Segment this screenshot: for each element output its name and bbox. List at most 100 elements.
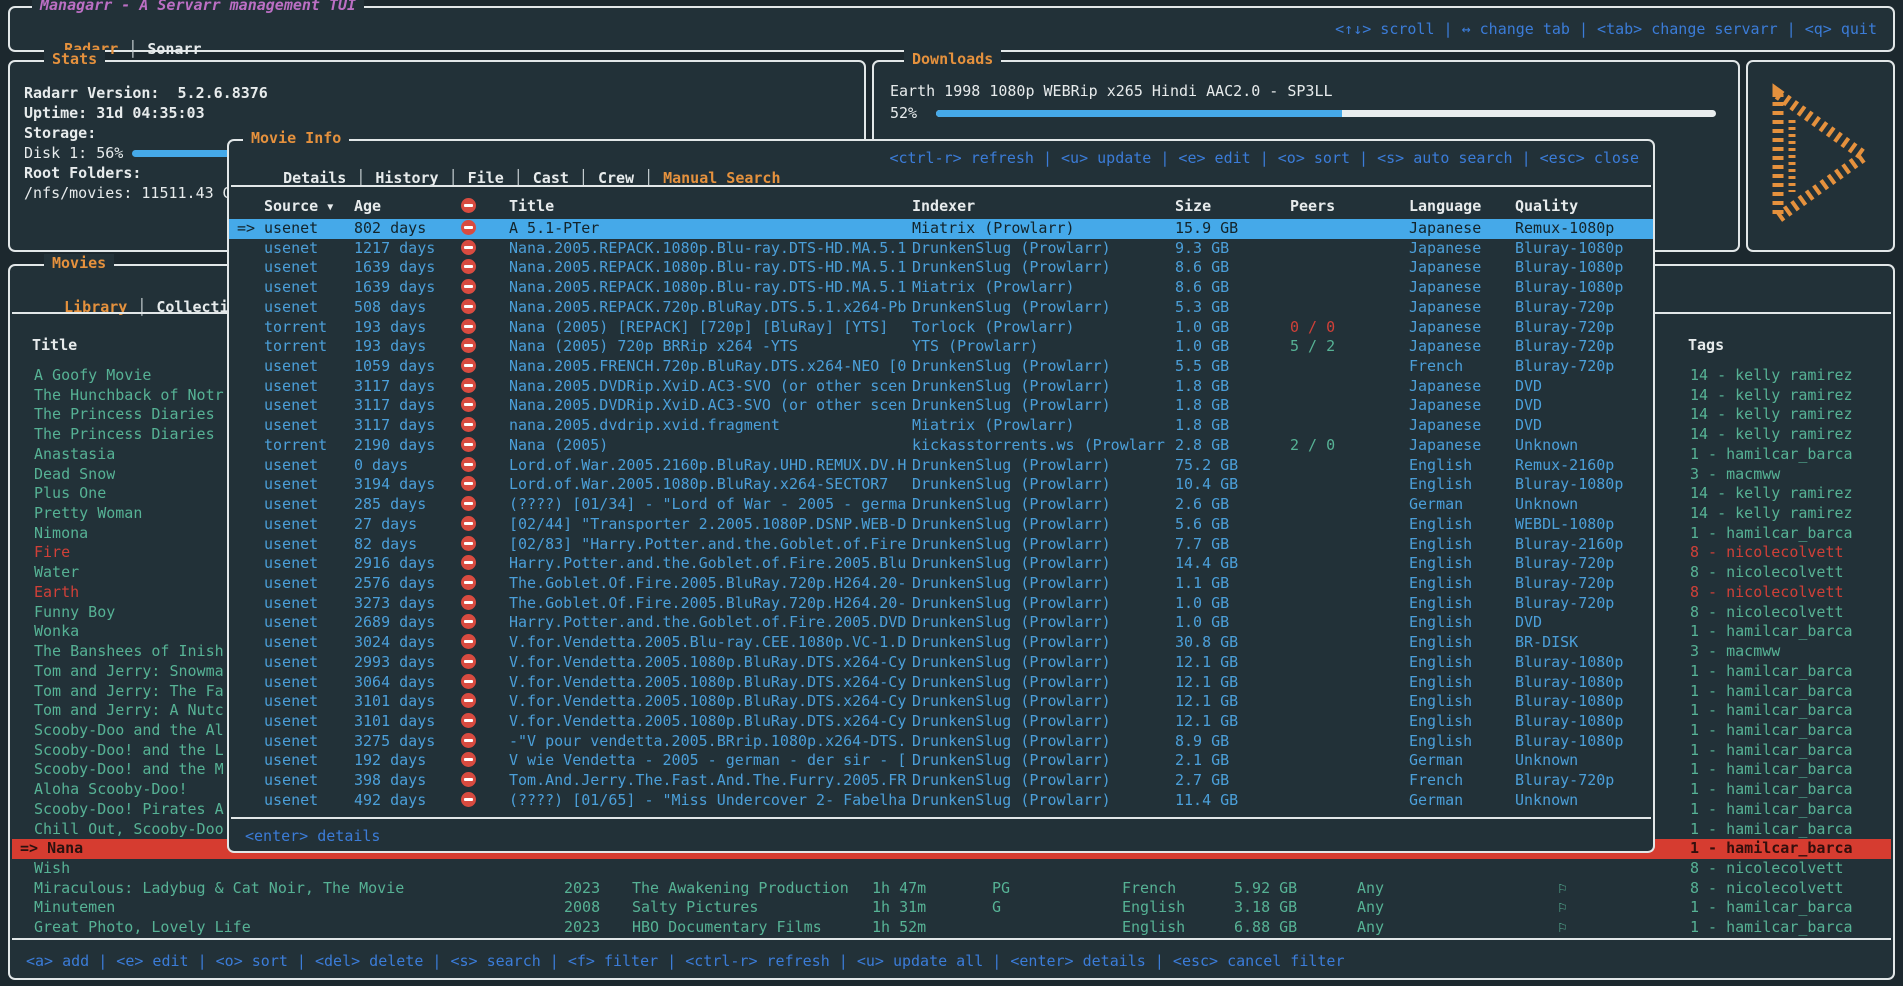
col-indexer[interactable]: Indexer	[912, 197, 976, 215]
movie-row[interactable]: Scooby-Doo! Pirates A 1 - hamilcar_barca	[12, 800, 1891, 820]
search-result-row[interactable]: usenet 3101 days V.for.Vendetta.2005.1080p…	[229, 692, 1653, 712]
search-result-row[interactable]: usenet 1217 days Nana.2005.REPACK.1080p.Bl…	[229, 239, 1653, 259]
col-rejected[interactable]	[461, 197, 509, 217]
indexer-cell: DrunkenSlug (Prowlarr)	[912, 652, 1111, 671]
movie-row[interactable]: Scooby-Doo and the Al 1 - hamilcar_barca	[12, 721, 1891, 741]
movie-row[interactable]: Scooby-Doo! and the M 1 - hamilcar_barca	[12, 760, 1891, 780]
size-cell: 5.3 GB	[1175, 297, 1230, 316]
language-cell: English	[1409, 711, 1473, 730]
source-cell: torrent	[264, 435, 328, 454]
stats-disk-label: Disk 1: 56%	[24, 144, 124, 162]
search-result-row[interactable]: usenet 192 days V wie Vendetta - 2005 - ge…	[229, 751, 1653, 771]
search-result-row[interactable]: usenet 1639 days Nana.2005.REPACK.1080p.Bl…	[229, 278, 1653, 298]
search-result-row[interactable]: usenet 1639 days Nana.2005.REPACK.1080p.Bl…	[229, 258, 1653, 278]
movie-row[interactable]: Scooby-Doo! and the L 1 - hamilcar_barca	[12, 741, 1891, 761]
movie-row[interactable]: Water 8 - nicolecolvett	[12, 563, 1891, 583]
search-result-row[interactable]: usenet 2916 days Harry.Potter.and.the.Gobl…	[229, 554, 1653, 574]
movie-row[interactable]: Dead Snow 3 - macmww	[12, 465, 1891, 485]
movie-title: Dead Snow	[34, 464, 116, 483]
search-result-row[interactable]: usenet 2576 days The.Goblet.Of.Fire.2005.B…	[229, 574, 1653, 594]
movies-tab-library[interactable]: Library	[64, 297, 128, 316]
movie-row[interactable]: The Banshees of Inish 3 - macmww	[12, 642, 1891, 662]
movie-row[interactable]: Tom and Jerry: The Fa 1 - hamilcar_barca	[12, 682, 1891, 702]
download-item[interactable]: Earth 1998 1080p WEBRip x265 Hindi AAC2.…	[890, 82, 1333, 100]
language-cell: French	[1409, 357, 1464, 376]
movie-row[interactable]: Chill Out, Scooby-Doo 1 - hamilcar_barca	[12, 820, 1891, 840]
size-cell: 10.4 GB	[1175, 475, 1239, 494]
tab-file[interactable]: File	[467, 168, 504, 187]
movie-row[interactable]: Tom and Jerry: Snowma 1 - hamilcar_barca	[12, 662, 1891, 682]
search-result-row[interactable]: usenet 285 days (????) [01/34] - "Lord of …	[229, 495, 1653, 515]
search-result-row[interactable]: usenet 3101 days V.for.Vendetta.2005.1080p…	[229, 712, 1653, 732]
search-result-row[interactable]: torrent 193 days Nana (2005) 720p BRRip x2…	[229, 337, 1653, 357]
movie-row[interactable]: The Hunchback of Notr 14 - kelly ramirez	[12, 386, 1891, 406]
movie-row[interactable]: Tom and Jerry: A Nutc 1 - hamilcar_barca	[12, 701, 1891, 721]
movie-row[interactable]: Wish 8 - nicolecolvett	[12, 859, 1891, 879]
col-peers[interactable]: Peers	[1290, 197, 1336, 215]
search-result-row[interactable]: usenet 2689 days Harry.Potter.and.the.Gobl…	[229, 613, 1653, 633]
search-result-row[interactable]: usenet 492 days (????) [01/65] - "Miss Und…	[229, 791, 1653, 811]
search-result-row[interactable]: usenet 3275 days -"V pour vendetta.2005.BR…	[229, 732, 1653, 752]
movie-row[interactable]: Great Photo, Lovely Life 2023 HBO Document…	[12, 918, 1891, 938]
movie-info-tabs-divider	[231, 185, 1651, 187]
col-source[interactable]: Source ▼	[264, 196, 334, 215]
size-cell: 30.8 GB	[1175, 633, 1239, 652]
search-result-row[interactable]: usenet 1059 days Nana.2005.FRENCH.720p.Blu…	[229, 357, 1653, 377]
servarr-tab-sonarr[interactable]: Sonarr	[147, 39, 202, 58]
col-quality[interactable]: Quality	[1515, 197, 1579, 215]
tab-manual-search[interactable]: Manual Search	[663, 168, 781, 187]
col-size[interactable]: Size	[1175, 197, 1212, 215]
search-result-row[interactable]: usenet 2993 days V.for.Vendetta.2005.1080p…	[229, 653, 1653, 673]
movie-row[interactable]: The Princess Diaries 14 - kelly ramirez	[12, 425, 1891, 445]
col-age[interactable]: Age	[354, 197, 382, 215]
movie-tag: 1 - hamilcar_barca	[1690, 799, 1853, 818]
language-cell: German	[1409, 790, 1464, 809]
movie-row[interactable]: Aloha Scooby-Doo! 1 - hamilcar_barca	[12, 780, 1891, 800]
search-result-row[interactable]: usenet 82 days [02/83] "Harry.Potter.and.t…	[229, 535, 1653, 555]
quality-cell: WEBDL-1080p	[1515, 514, 1615, 533]
movie-row[interactable]: Anastasia 1 - hamilcar_barca	[12, 445, 1891, 465]
search-result-row[interactable]: => usenet 802 days A 5.1-PTer Miatrix (Prowl…	[229, 219, 1653, 239]
search-result-row[interactable]: usenet 0 days Lord.of.War.2005.2160p.BluRa…	[229, 456, 1653, 476]
search-result-row[interactable]: usenet 3064 days V.for.Vendetta.2005.1080p…	[229, 673, 1653, 693]
movie-row[interactable]: Miraculous: Ladybug & Cat Noir, The Movi…	[12, 879, 1891, 899]
search-result-row[interactable]: torrent 2190 days Nana (2005) kickasstorren…	[229, 436, 1653, 456]
language-cell: English	[1409, 731, 1473, 750]
tab-history[interactable]: History	[375, 168, 439, 187]
movie-row[interactable]: The Princess Diaries 14 - kelly ramirez	[12, 405, 1891, 425]
search-result-row[interactable]: usenet 3117 days Nana.2005.DVDRip.XviD.AC3…	[229, 377, 1653, 397]
search-result-row[interactable]: usenet 3117 days Nana.2005.DVDRip.XviD.AC3…	[229, 396, 1653, 416]
rejected-cell	[461, 357, 509, 377]
indexer-cell: Torlock (Prowlarr)	[912, 317, 1075, 336]
movie-row[interactable]: A Goofy Movie 14 - kelly ramirez	[12, 366, 1891, 386]
age-cell: 2993 days	[354, 652, 436, 671]
search-result-row[interactable]: usenet 3194 days Lord.of.War.2005.1080p.Bl…	[229, 475, 1653, 495]
col-language[interactable]: Language	[1409, 197, 1482, 215]
movie-row[interactable]: Earth 8 - nicolecolvett	[12, 583, 1891, 603]
col-title[interactable]: Title	[509, 197, 555, 215]
tab-cast[interactable]: Cast	[532, 168, 569, 187]
movie-row[interactable]: Funny Boy 8 - nicolecolvett	[12, 603, 1891, 623]
language-cell: German	[1409, 751, 1464, 770]
movie-row[interactable]: Minutemen 2008 Salty Pictures 1h 31m G Englis…	[12, 898, 1891, 918]
monitored-flag-icon: ⚐	[1558, 898, 1568, 917]
download-percent: 52%	[890, 104, 918, 122]
movie-row[interactable]: Nimona 1 - hamilcar_barca	[12, 524, 1891, 544]
movie-tag: 1 - hamilcar_barca	[1690, 760, 1853, 779]
movie-row[interactable]: Pretty Woman 14 - kelly ramirez	[12, 504, 1891, 524]
search-result-row[interactable]: usenet 398 days Tom.And.Jerry.The.Fast.And…	[229, 771, 1653, 791]
tab-details[interactable]: Details	[283, 168, 347, 187]
search-result-row[interactable]: usenet 3273 days The.Goblet.Of.Fire.2005.B…	[229, 594, 1653, 614]
search-result-row[interactable]: usenet 3024 days V.for.Vendetta.2005.Blu-r…	[229, 633, 1653, 653]
source-cell: usenet	[264, 731, 319, 750]
movie-row[interactable]: Fire 8 - nicolecolvett	[12, 543, 1891, 563]
tab-crew[interactable]: Crew	[597, 168, 635, 187]
search-result-row[interactable]: usenet 3117 days nana.2005.dvdrip.xvid.fra…	[229, 416, 1653, 436]
search-result-row[interactable]: usenet 27 days [02/44] "Transporter 2.2005…	[229, 515, 1653, 535]
indexer-cell: DrunkenSlug (Prowlarr)	[912, 475, 1111, 494]
search-result-row[interactable]: usenet 508 days Nana.2005.REPACK.720p.BluR…	[229, 298, 1653, 318]
quality-cell: Bluray-1080p	[1515, 731, 1624, 750]
search-result-row[interactable]: torrent 193 days Nana (2005) [REPACK] [720…	[229, 318, 1653, 338]
movie-row[interactable]: Plus One 14 - kelly ramirez	[12, 484, 1891, 504]
movie-row[interactable]: Wonka 1 - hamilcar_barca	[12, 622, 1891, 642]
